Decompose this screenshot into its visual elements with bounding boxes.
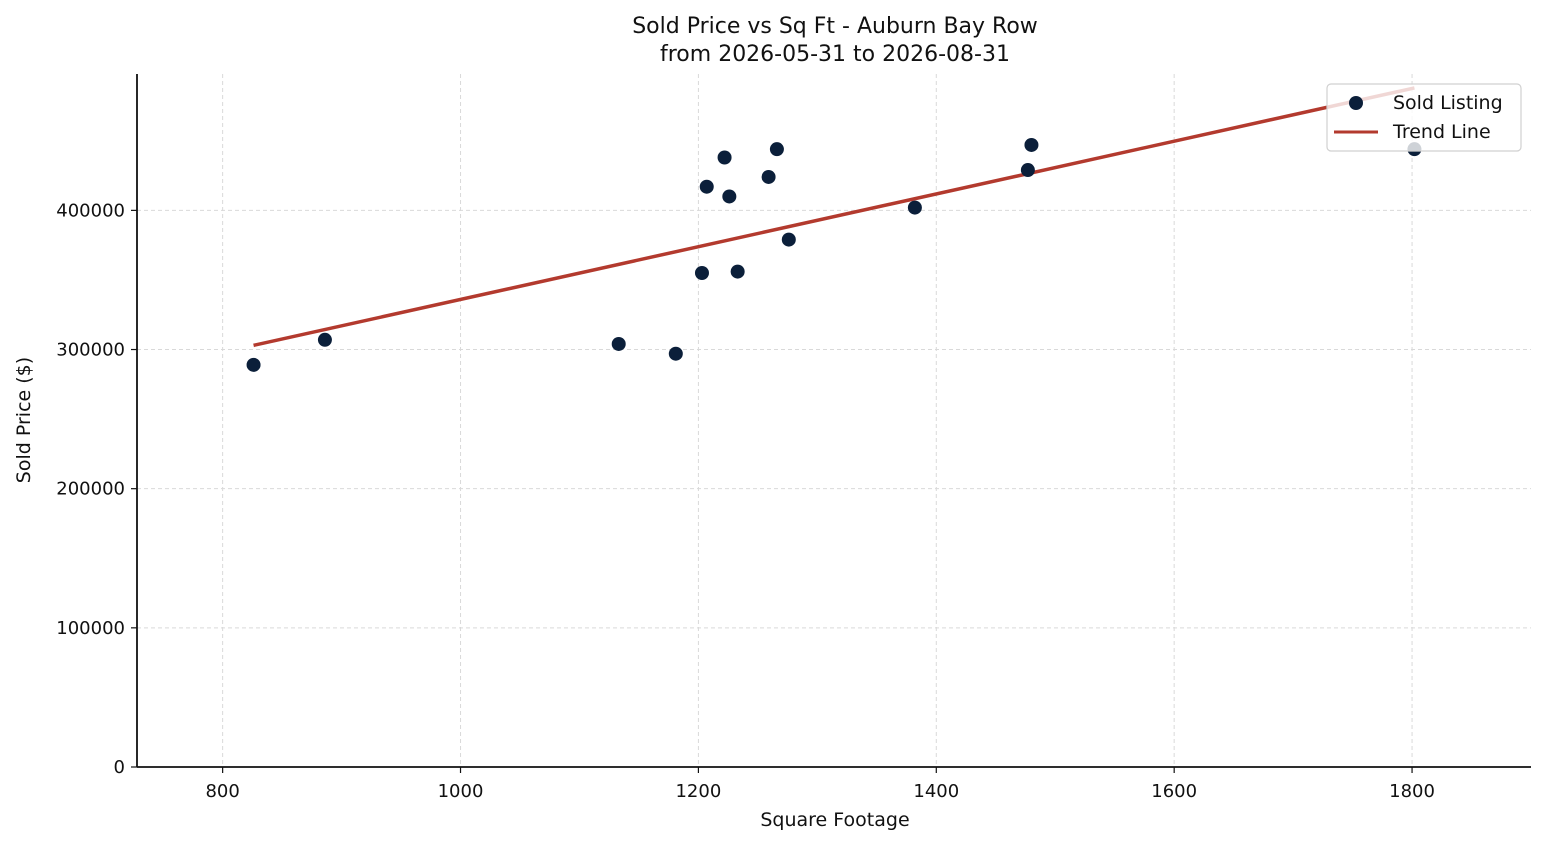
grid-layer: [137, 74, 1531, 768]
y-tick-label: 0: [114, 757, 125, 778]
legend-label-trend-line: Trend Line: [1392, 121, 1491, 143]
x-tick-label: 1400: [913, 781, 959, 802]
scatter-point: [722, 189, 737, 204]
scatter-point: [769, 142, 784, 157]
ticks-layer: 800 1000 1200 1400 1600 1800 0 100000 200000 3000…: [56, 200, 1435, 802]
scatter-points-layer: [246, 137, 1422, 372]
scatter-point: [781, 232, 796, 247]
chart-title: Sold Price vs Sq Ft - Auburn Bay Row: [632, 14, 1038, 39]
legend-marker-sold-listing: [1349, 96, 1363, 110]
scatter-point: [717, 150, 732, 165]
x-axis-label: Square Footage: [760, 809, 909, 831]
y-axis-label: Sold Price ($): [13, 357, 35, 483]
x-tick-label: 1800: [1389, 781, 1435, 802]
scatter-point: [694, 265, 709, 280]
legend-label-sold-listing: Sold Listing: [1393, 92, 1503, 114]
x-tick-label: 1600: [1151, 781, 1197, 802]
scatter-point: [699, 179, 714, 194]
scatter-point: [611, 336, 626, 351]
chart-subtitle: from 2026-05-31 to 2026-08-31: [660, 42, 1010, 67]
y-tick-label: 200000: [56, 479, 125, 500]
trend-line: [253, 86, 1415, 348]
scatter-point: [246, 357, 261, 372]
legend: Sold Listing Trend Line: [1326, 83, 1522, 152]
scatter-point: [317, 332, 332, 347]
scatter-point: [730, 264, 745, 279]
x-tick-label: 800: [205, 781, 239, 802]
y-tick-label: 300000: [56, 340, 125, 361]
legend-box: [1326, 83, 1522, 152]
y-tick-label: 400000: [56, 200, 125, 221]
trend-line-layer: [253, 86, 1415, 348]
y-tick-label: 100000: [56, 618, 125, 639]
scatter-point: [1024, 137, 1039, 152]
axes-layer: [136, 74, 1531, 768]
x-tick-label: 1200: [675, 781, 721, 802]
scatter-point: [761, 169, 776, 184]
x-tick-label: 1000: [438, 781, 484, 802]
scatter-point: [668, 346, 683, 361]
scatter-point: [1020, 163, 1035, 178]
scatter-point: [907, 200, 922, 215]
